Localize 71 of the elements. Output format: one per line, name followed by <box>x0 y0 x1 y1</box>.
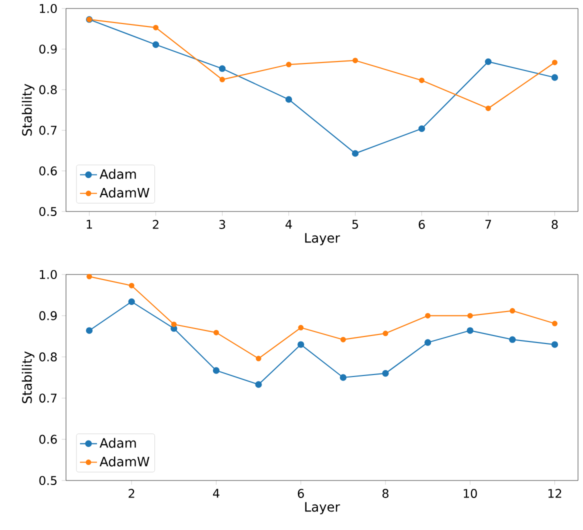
y-tick-label: 0.5 <box>39 207 57 216</box>
y-tick-label: 1.0 <box>40 270 57 280</box>
point <box>424 339 432 346</box>
y-axis-title: Stability <box>22 352 34 404</box>
y-tick-label: 0.7 <box>39 126 57 136</box>
y-tick-label: 0.9 <box>39 311 57 320</box>
point <box>466 327 474 334</box>
point <box>510 308 516 314</box>
y-tick-label: 0.9 <box>39 44 57 54</box>
x-tick-label: 3 <box>219 220 226 230</box>
point <box>419 78 424 84</box>
point <box>255 381 262 388</box>
point <box>425 313 431 319</box>
point <box>285 96 292 104</box>
point <box>340 337 346 343</box>
point <box>551 341 558 348</box>
point <box>382 370 389 377</box>
x-tick-label: 2 <box>128 489 134 498</box>
y-tick-label: 1.0 <box>40 4 57 14</box>
point <box>484 58 492 66</box>
x-tick-label: 4 <box>286 220 292 229</box>
point <box>298 341 304 348</box>
legend-label: Adam <box>100 438 136 448</box>
y-tick-label: 0.6 <box>39 435 57 444</box>
point <box>152 42 160 48</box>
point <box>218 65 226 72</box>
point <box>382 330 388 336</box>
point <box>220 77 226 83</box>
x-tick-label: 5 <box>352 220 358 230</box>
point <box>552 321 558 327</box>
point <box>153 25 159 31</box>
point <box>171 322 177 328</box>
y-tick-label: 0.8 <box>39 85 57 94</box>
y-tick-label: 0.8 <box>39 352 57 362</box>
point <box>212 367 220 374</box>
point <box>509 336 516 344</box>
x-tick-label: 6 <box>298 489 304 498</box>
point <box>552 60 558 66</box>
legend-label: Adam <box>100 169 136 180</box>
point <box>352 58 358 64</box>
point <box>352 150 359 158</box>
y-tick-label: 0.5 <box>39 476 57 486</box>
point <box>128 283 134 289</box>
x-tick-label: 4 <box>212 489 220 498</box>
point <box>86 274 92 280</box>
x-tick-label: 6 <box>418 220 425 230</box>
x-axis-title: Layer <box>305 502 340 515</box>
legend-label: AdamW <box>100 456 150 467</box>
x-tick-label: 2 <box>152 220 158 230</box>
y-tick-label: 0.6 <box>39 166 57 176</box>
point <box>128 298 135 306</box>
point <box>467 313 473 319</box>
x-tick-label: 10 <box>464 489 477 498</box>
point <box>551 74 558 82</box>
point <box>86 327 93 334</box>
x-tick-label: 1 <box>86 220 92 229</box>
point <box>486 106 491 112</box>
point <box>213 330 219 336</box>
x-tick-label: 12 <box>548 489 562 498</box>
x-tick-label: 7 <box>485 220 492 229</box>
point <box>298 325 304 331</box>
y-tick-label: 0.7 <box>39 394 57 403</box>
point <box>418 126 426 132</box>
point <box>256 356 262 362</box>
x-tick-label: 8 <box>552 220 558 230</box>
legend-label: AdamW <box>100 188 150 198</box>
point <box>286 62 292 68</box>
point <box>340 374 347 382</box>
x-tick-label: 8 <box>382 489 388 498</box>
x-axis-title: Layer <box>305 233 340 246</box>
y-axis-title: Stability <box>22 84 34 136</box>
